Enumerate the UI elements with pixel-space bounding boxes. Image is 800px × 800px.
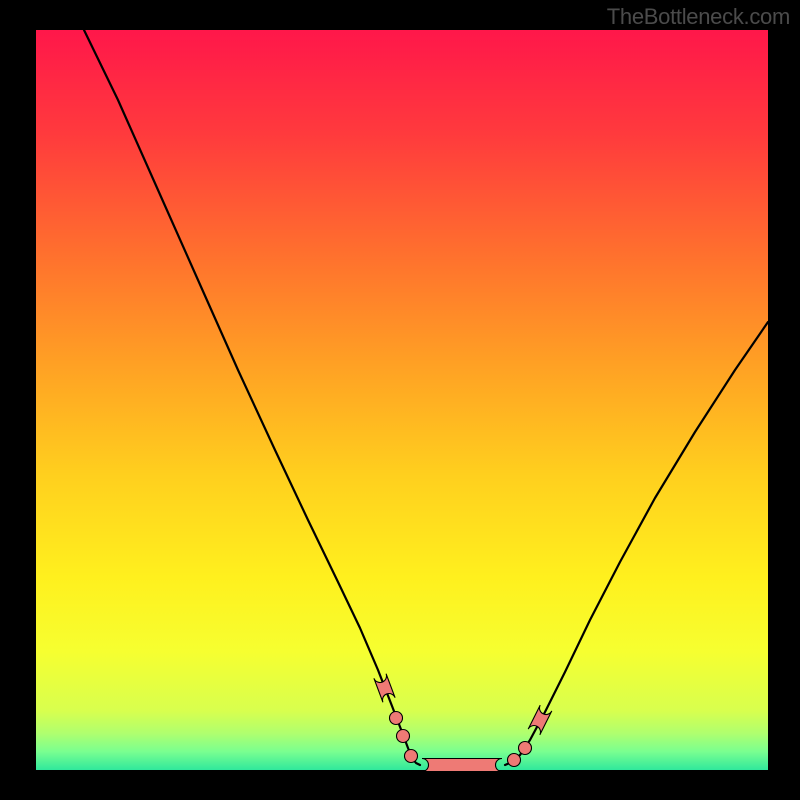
marker-dot <box>397 730 410 743</box>
marker-pill <box>422 759 502 772</box>
plot-background <box>36 30 768 770</box>
marker-dot <box>519 742 532 755</box>
marker-dot <box>405 750 418 763</box>
watermark-text: TheBottleneck.com <box>607 4 790 30</box>
marker-dot <box>508 754 521 767</box>
marker-dot <box>390 712 403 725</box>
